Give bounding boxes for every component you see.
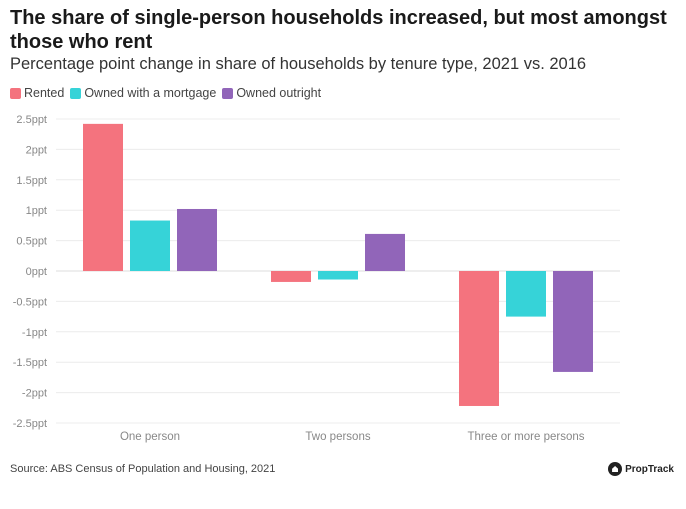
legend-swatch-owned-with-mortgage (70, 87, 82, 99)
bar-owned-with-a-mortgage (130, 220, 170, 271)
legend-item-owned-outright[interactable]: Owned outright (222, 86, 321, 100)
y-tick-label: 0.5ppt (16, 236, 47, 248)
y-tick-label: 0ppt (26, 266, 47, 278)
brand-logo: PropTrack (608, 462, 674, 476)
bar-rented (459, 271, 499, 406)
bar-owned-outright (553, 271, 593, 372)
y-tick-label: -2ppt (22, 388, 47, 400)
proptrack-icon (608, 462, 623, 476)
y-tick-label: -1.5ppt (13, 357, 47, 369)
legend-swatch-owned-outright (222, 87, 234, 99)
bar-rented (271, 271, 311, 282)
y-tick-label: 2.5ppt (16, 114, 47, 126)
bar-rented (83, 123, 123, 271)
y-tick-label: 1.5ppt (16, 175, 47, 187)
bar-owned-with-a-mortgage (318, 271, 358, 280)
y-tick-label: -1ppt (22, 327, 47, 339)
x-tick-label: One person (120, 431, 180, 443)
source-note: Source: ABS Census of Population and Hou… (10, 463, 276, 475)
legend-item-rented[interactable]: Rented (10, 86, 64, 100)
chart-title: The share of single-person households in… (10, 7, 667, 53)
x-tick-label: Three or more persons (468, 431, 585, 443)
legend-item-owned-with-mortgage[interactable]: Owned with a mortgage (70, 86, 216, 100)
y-tick-label: 2ppt (26, 144, 47, 156)
brand-name: PropTrack (625, 463, 674, 475)
legend-swatch-rented (10, 87, 21, 99)
bar-chart: 2.5ppt 2ppt 1.5ppt 1ppt 0.5ppt 0ppt -0.5ppt -1p… (13, 114, 620, 443)
bar-owned-outright (365, 233, 405, 271)
x-tick-label: Two persons (305, 431, 370, 443)
y-tick-label: -2.5ppt (13, 418, 47, 430)
y-tick-label: -0.5ppt (13, 296, 47, 308)
y-tick-label: 1ppt (26, 205, 47, 217)
legend-label-owned-with-mortgage: Owned with a mortgage (84, 86, 217, 100)
legend-label-rented: Rented (24, 86, 65, 100)
legend: Rented Owned with a mortgage Owned outri… (10, 86, 327, 100)
chart-subtitle: Percentage point change in share of hous… (10, 55, 587, 73)
bar-owned-outright (177, 208, 217, 271)
legend-label-owned-outright: Owned outright (236, 86, 322, 100)
bar-owned-with-a-mortgage (506, 271, 546, 317)
